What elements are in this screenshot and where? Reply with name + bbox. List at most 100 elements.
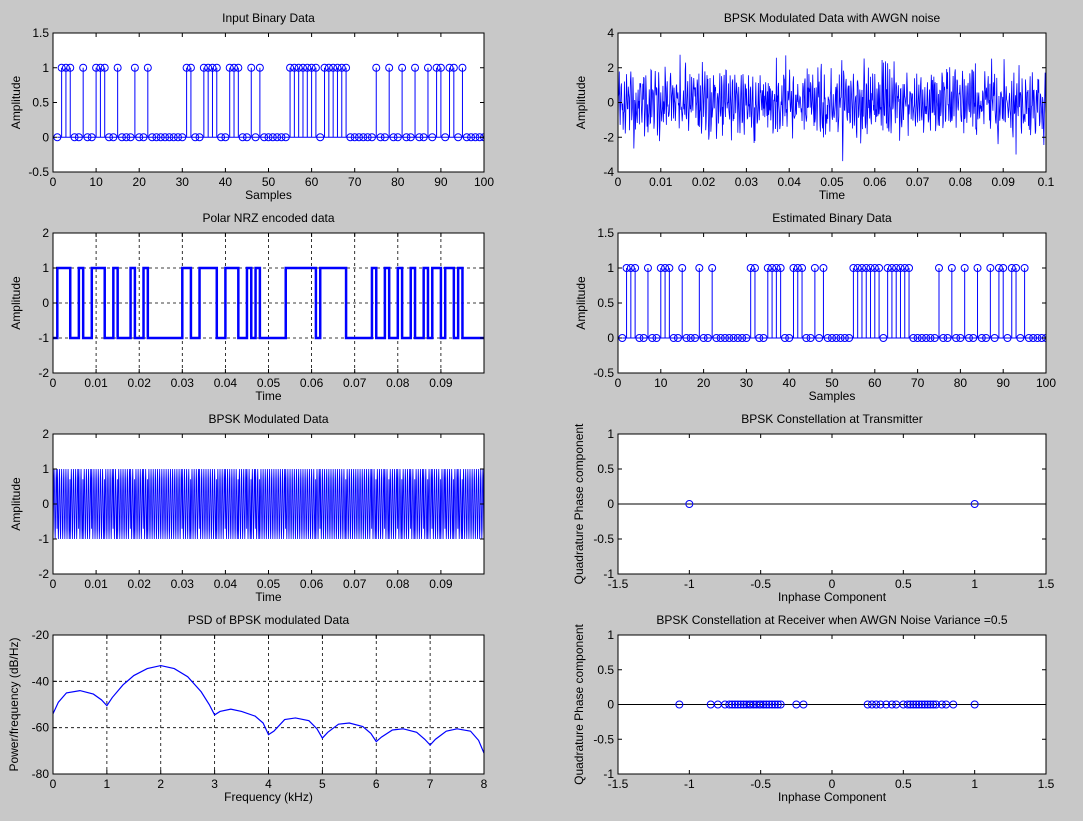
y-tick-label: 0.5 (597, 462, 614, 476)
stem-marker (436, 63, 445, 72)
stem-marker (896, 264, 905, 272)
stem-marker (217, 133, 226, 142)
constellation-point (872, 700, 881, 709)
x-tick-label: 10 (89, 175, 103, 189)
stem-marker (883, 264, 892, 272)
stem-marker (772, 264, 781, 272)
stem-marker (922, 334, 931, 342)
x-tick-label: 80 (954, 376, 968, 390)
stem-marker (1029, 334, 1038, 342)
x-tick-label: 90 (434, 175, 448, 189)
x-tick-label: 0.1 (1038, 175, 1055, 189)
x-axis-label: Samples (809, 389, 856, 403)
stem-marker (643, 264, 652, 272)
x-tick-label: 0.05 (257, 577, 281, 591)
constellation-point (926, 700, 935, 709)
y-tick-label: -2 (38, 567, 49, 581)
stem-marker (186, 63, 195, 72)
constellation-point (799, 700, 808, 709)
stem-marker (879, 334, 888, 342)
y-tick-label: 0 (42, 296, 49, 310)
constellation-point (770, 700, 779, 709)
x-tick-label: 1 (971, 577, 978, 591)
stem-marker (79, 63, 88, 72)
stem-marker (342, 63, 351, 72)
stem-marker (225, 63, 234, 72)
stem-marker (96, 63, 105, 72)
y-tick-label: 0 (607, 698, 614, 712)
stem-marker (363, 133, 372, 142)
series-bpsk-awgn (618, 54, 1046, 162)
psd-line (53, 664, 484, 754)
y-tick-label: 0 (42, 130, 49, 144)
stem-marker (165, 133, 174, 142)
constellation-point (903, 700, 912, 709)
constellation-point (970, 700, 979, 709)
stem-marker (376, 133, 385, 142)
stem-marker (939, 334, 948, 342)
stem-marker (875, 264, 884, 272)
stem-marker (264, 133, 273, 142)
y-tick-label: 0 (607, 497, 614, 511)
stem-marker (286, 63, 295, 72)
y-axis-label: Power/frequency (dB/Hz) (7, 637, 21, 771)
stem-marker (819, 264, 828, 272)
stem-marker (836, 334, 845, 342)
stem-marker (273, 133, 282, 142)
stem-marker (686, 334, 695, 342)
stem-marker (130, 63, 139, 72)
x-tick-label: 0.04 (214, 577, 238, 591)
x-tick-label: 0.02 (128, 376, 152, 390)
constellation-point (776, 700, 785, 709)
chart-title: Input Binary Data (222, 11, 315, 25)
stem-marker (648, 334, 657, 342)
y-tick-label: -2 (603, 130, 614, 144)
stem-marker (763, 264, 772, 272)
stem-marker (960, 264, 969, 272)
stem-marker (703, 334, 712, 342)
x-tick-label: 0 (829, 777, 836, 791)
constellation-point (736, 700, 745, 709)
stem-marker (780, 334, 789, 342)
stem-marker (956, 334, 965, 342)
x-tick-label: 0.03 (171, 577, 195, 591)
y-tick-label: -1 (38, 331, 49, 345)
y-tick-label: 0.5 (597, 663, 614, 677)
x-tick-label: 1 (971, 777, 978, 791)
y-tick-label: 1.5 (597, 226, 614, 240)
stem-marker (759, 334, 768, 342)
stem-marker (303, 63, 312, 72)
stem-marker (806, 334, 815, 342)
stem-marker (109, 133, 118, 142)
x-axis-label: Inphase Component (778, 590, 887, 604)
stem-marker (406, 133, 415, 142)
x-tick-label: 0.07 (343, 577, 367, 591)
stem-marker (823, 334, 832, 342)
constellation-point (906, 700, 915, 709)
stem-marker (105, 133, 114, 142)
y-tick-label: 0 (607, 331, 614, 345)
x-tick-label: 4 (265, 777, 272, 791)
stem-marker (691, 334, 700, 342)
series-polar-nrz (53, 266, 484, 340)
x-tick-label: 20 (697, 376, 711, 390)
x-tick-label: 30 (176, 175, 190, 189)
x-tick-label: 0 (829, 577, 836, 591)
x-tick-label: 60 (305, 175, 319, 189)
x-tick-label: 0.04 (778, 175, 802, 189)
stem-marker (776, 264, 785, 272)
constellation-point (725, 700, 734, 709)
stem-marker (631, 264, 640, 272)
x-tick-label: -1.5 (608, 577, 629, 591)
y-tick-label: -1 (603, 767, 614, 781)
y-axis-label: Amplitude (574, 76, 588, 130)
x-tick-label: 0 (50, 376, 57, 390)
x-tick-label: -1 (684, 577, 695, 591)
stem-marker (66, 63, 75, 72)
stem-marker (969, 334, 978, 342)
x-tick-label: 0.08 (386, 376, 410, 390)
stem-marker (148, 133, 157, 142)
stem-marker (380, 133, 389, 142)
y-axis-label: Quadrature Phase component (572, 423, 586, 584)
constellation-point (773, 700, 782, 709)
